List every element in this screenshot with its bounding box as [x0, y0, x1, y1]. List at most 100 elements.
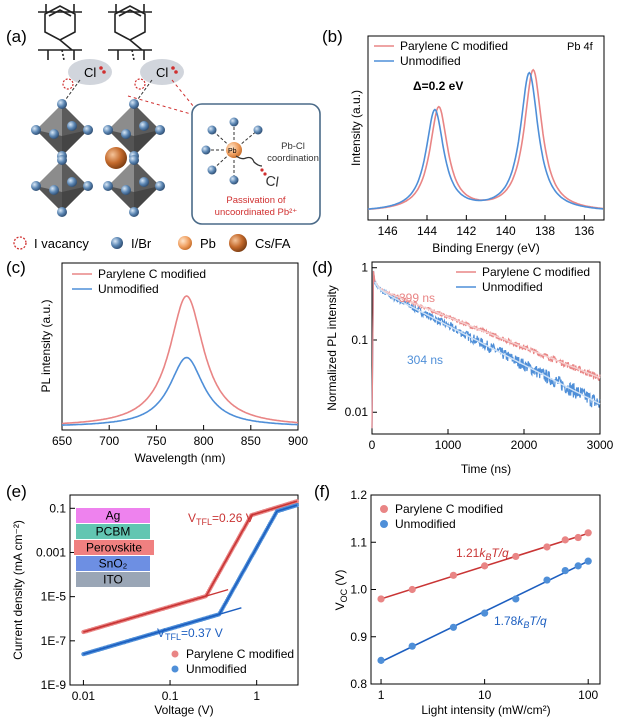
data-point	[449, 623, 458, 631]
legend-csfa: Cs/FA	[255, 236, 291, 251]
inset-coordination: Pb-Cl coordination	[267, 141, 319, 164]
stack-layer	[76, 572, 150, 587]
legend-pb: Pb	[200, 236, 216, 251]
ibr-atom	[207, 165, 217, 175]
x-axis-b: 146 144 142 140 138 136	[378, 215, 595, 238]
x-tick-label: 850	[241, 434, 261, 448]
vacancy-marker	[13, 236, 27, 250]
series-line-unmodified	[367, 71, 604, 210]
y-tick-label: 0.1	[49, 501, 66, 515]
y-tick-label: 1.1	[350, 535, 367, 549]
legend-modified: Parylene C modified	[98, 267, 206, 281]
x-tick-label: 146	[378, 224, 398, 238]
data-point	[481, 562, 489, 570]
csfa-marker	[229, 234, 247, 252]
stack-layer-label: ITO	[103, 573, 123, 587]
cs-fa-atom	[105, 147, 127, 169]
data-point	[584, 557, 592, 565]
data-point	[512, 552, 520, 561]
ibr-atom	[229, 117, 239, 127]
inset-passivation: Passivation of uncoordinated Pb²⁺	[215, 195, 298, 218]
ibr-atom	[201, 145, 211, 155]
data-point	[408, 642, 416, 650]
y-tick-label: 0.9	[350, 630, 367, 644]
legend-modified: Parylene C modified	[400, 39, 508, 53]
y-tick-label: 1	[361, 261, 368, 275]
data-point	[561, 536, 569, 544]
panel-label-f: (f)	[314, 482, 330, 501]
ibr-atom	[67, 177, 77, 187]
y-tick-label: 1E-5	[41, 590, 67, 604]
y-tick-label: 0.01	[345, 405, 369, 419]
lifetime-label-unmodified: 304 ns	[407, 353, 443, 367]
axis-label-y-e: Current density (mA cm⁻²)	[11, 520, 25, 660]
axis-label-x-c: Wavelength (nm)	[135, 451, 226, 465]
x-tick-label: 650	[52, 434, 72, 448]
panel-f: (f) 1 10 100 0.8 0.9 1.0 1.1 1.2 Parylene C mod…	[314, 482, 601, 717]
x-tick-label: 800	[194, 434, 214, 448]
data-point	[512, 595, 520, 603]
ibr-atom	[83, 125, 93, 135]
i-vacancy	[62, 78, 74, 90]
panel-c: (c) 650 700 750 800 850 900 Parylene C modifi…	[6, 258, 308, 465]
axes-e: 0.01 0.1 1 1E-9 1E-7 1E-5 0.001 0.1	[36, 501, 260, 703]
panel-d: (d) 0 1000 2000 3000 0.01 0.1 1 Parylene C mod…	[312, 258, 614, 476]
series-line-modified	[367, 68, 604, 211]
ibr-atom	[57, 207, 67, 217]
legend-modified: Parylene C modified	[395, 502, 503, 516]
panel-label-e: (e)	[6, 482, 27, 501]
data-point	[377, 656, 385, 664]
cl-highlight	[140, 59, 184, 85]
x-tick-label: 140	[496, 224, 516, 238]
stack-layer	[76, 524, 150, 539]
vtfl-label-unmodified: VTFL=0.37 V	[157, 626, 223, 642]
legend-unmodified: Unmodified	[395, 517, 456, 531]
legend-e: Parylene C modified Unmodified	[171, 647, 294, 676]
panel-a: (a) Cl Cl	[6, 4, 321, 252]
ibr-atom	[155, 181, 165, 191]
panel-a-legend: I vacancy I/Br Pb Cs/FA	[13, 234, 291, 252]
plot-frame-d	[371, 261, 601, 435]
x-tick-label: 136	[574, 224, 594, 238]
ibr-atom	[31, 181, 41, 191]
ibr-atom	[129, 99, 139, 109]
vtfl-label-modified: VTFL=0.26 V	[188, 511, 254, 527]
parylene-molecule	[38, 4, 82, 61]
panel-label-d: (d)	[312, 258, 333, 277]
x-tick-label: 900	[288, 434, 308, 448]
x-tick-label: 138	[535, 224, 555, 238]
cl-label: Cl	[156, 65, 168, 80]
legend-c: Parylene C modified Unmodified	[72, 267, 206, 296]
axis-label-y-f: VOC (V)	[333, 570, 349, 611]
axis-label-x-f: Light intensity (mW/cm²)	[421, 703, 550, 717]
ibr-marker	[111, 237, 123, 249]
ohmic-fit	[83, 607, 242, 655]
stack-layer-label: Ag	[106, 509, 121, 523]
y-tick-label: 0.1	[351, 333, 368, 347]
device-stack: Ag PCBM Perovskite SnO₂ ITO	[74, 508, 154, 587]
x-tick-label: 0.1	[162, 689, 179, 703]
x-tick-label: 144	[417, 224, 437, 238]
y-tick-label: 0.001	[36, 545, 66, 559]
series-line-unmodified	[62, 356, 299, 426]
data-point	[408, 585, 416, 594]
x-axis-c: 650 700 750 800 850 900	[52, 425, 308, 448]
ibr-atom	[207, 125, 217, 135]
ibr-atom	[129, 155, 139, 165]
axes-d: 0 1000 2000 3000 0.01 0.1 1	[345, 261, 614, 452]
legend-unmodified: Unmodified	[98, 282, 159, 296]
ibr-atom	[103, 181, 113, 191]
ibr-atom	[49, 185, 59, 195]
slope-label-modified: 1.21kBT/q	[456, 546, 509, 562]
annotation-pb4f: Pb 4f	[567, 41, 594, 53]
octahedron-face	[108, 130, 160, 156]
axis-label-y-c: PL intensity (a.u.)	[39, 300, 53, 393]
y-tick-label: 1E-9	[41, 678, 67, 692]
legend-unmodified: Unmodified	[482, 280, 543, 294]
data-point	[574, 562, 582, 570]
points-f	[377, 529, 592, 664]
x-tick-label: 0.01	[72, 689, 96, 703]
panel-label-a: (a)	[6, 27, 27, 46]
legend-unmodified: Unmodified	[400, 54, 461, 68]
legend-unmodified: Unmodified	[186, 662, 247, 676]
